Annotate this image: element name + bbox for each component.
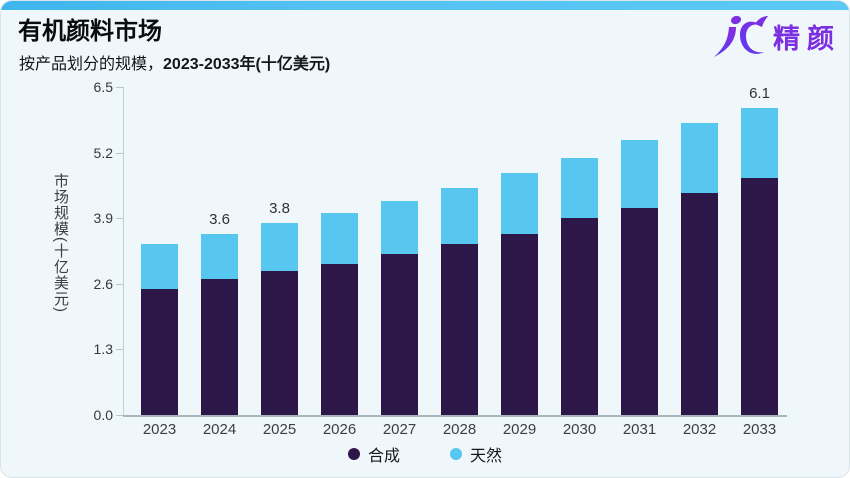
y-axis-tick (116, 415, 123, 416)
bar-segment-synthetic-2029[interactable] (501, 233, 538, 415)
y-axis-tick (116, 349, 123, 351)
bar-value-label-2025: 3.8 (269, 200, 290, 218)
logo-wordmark: 精颜 (773, 24, 841, 54)
legend-label-natural: 天然 (470, 448, 503, 465)
brand-logo: 精颜 (706, 13, 841, 66)
bar-value-label-2024: 3.6 (209, 210, 230, 228)
page-title: 有机颜料市场 (18, 18, 162, 45)
y-axis-line (123, 87, 124, 416)
bar-segment-synthetic-2025[interactable] (261, 271, 298, 415)
bar-segment-natural-2031[interactable] (621, 140, 658, 209)
bar-segment-synthetic-2026[interactable] (321, 263, 358, 415)
x-axis-line (123, 415, 787, 417)
bar-segment-natural-2029[interactable] (501, 173, 538, 234)
bar-segment-natural-2027[interactable] (381, 200, 418, 254)
bar-segment-synthetic-2030[interactable] (561, 218, 598, 415)
legend-item-synthetic[interactable]: 合成 (347, 442, 400, 466)
bar-segment-natural-2024[interactable] (201, 233, 238, 279)
y-axis-tick (116, 87, 123, 89)
x-axis-label-2030: 2030 (562, 421, 597, 438)
y-axis-tick-label: 2.6 (93, 275, 113, 292)
y-axis-tick (116, 283, 123, 285)
legend-dot-synthetic (347, 448, 360, 460)
y-axis-title: 市场规模(十亿美元) (52, 173, 69, 313)
top-accent-strip (1, 1, 849, 10)
bar-segment-synthetic-2023[interactable] (141, 289, 178, 415)
y-axis-tick-label: 0.0 (93, 407, 113, 423)
y-axis-tick (116, 152, 123, 154)
x-axis-label-2029: 2029 (502, 421, 537, 438)
bar-segment-natural-2025[interactable] (261, 223, 298, 272)
page-subtitle: 按产品划分的规模，2023-2033年(十亿美元) (19, 50, 330, 74)
bar-segment-natural-2032[interactable] (681, 122, 718, 194)
bar-segment-synthetic-2028[interactable] (441, 243, 478, 415)
chart-legend: 合成 天然 (1, 442, 849, 466)
bar-segment-synthetic-2033[interactable] (741, 178, 778, 415)
bar-segment-synthetic-2024[interactable] (201, 278, 238, 415)
logo-mark-icon (706, 13, 770, 66)
y-axis-tick-label: 3.9 (93, 210, 113, 227)
bar-segment-synthetic-2027[interactable] (381, 253, 418, 415)
bar-segment-natural-2026[interactable] (321, 213, 358, 264)
x-axis-label-2031: 2031 (622, 421, 657, 438)
bar-segment-natural-2023[interactable] (141, 243, 178, 289)
bar-segment-natural-2028[interactable] (441, 188, 478, 244)
legend-dot-natural (450, 448, 462, 460)
subtitle-period: 2023-2033年(十亿美元) (163, 56, 331, 73)
x-axis-label-2023: 2023 (142, 421, 177, 438)
x-axis-label-2026: 2026 (322, 421, 357, 438)
y-axis-tick (116, 218, 123, 220)
y-axis-tick-label: 5.2 (93, 144, 113, 161)
bar-segment-natural-2033[interactable] (741, 107, 778, 179)
x-axis-label-2027: 2027 (382, 421, 417, 438)
y-axis-tick-label: 1.3 (93, 341, 113, 358)
bar-segment-natural-2030[interactable] (561, 157, 598, 219)
x-axis-label-2028: 2028 (442, 421, 477, 438)
x-axis-label-2032: 2032 (682, 421, 717, 438)
subtitle-prefix: 按产品划分的规模， (19, 56, 164, 73)
x-axis-label-2033: 2033 (742, 421, 777, 438)
y-axis-tick-label: 6.5 (93, 79, 113, 96)
x-axis-label-2025: 2025 (262, 421, 297, 438)
x-axis-label-2024: 2024 (202, 421, 237, 438)
bar-segment-synthetic-2032[interactable] (681, 193, 718, 415)
legend-label-synthetic: 合成 (367, 448, 400, 465)
bar-segment-synthetic-2031[interactable] (621, 208, 658, 415)
legend-item-natural[interactable]: 天然 (450, 442, 502, 466)
bar-value-label-2033: 6.1 (749, 84, 770, 102)
